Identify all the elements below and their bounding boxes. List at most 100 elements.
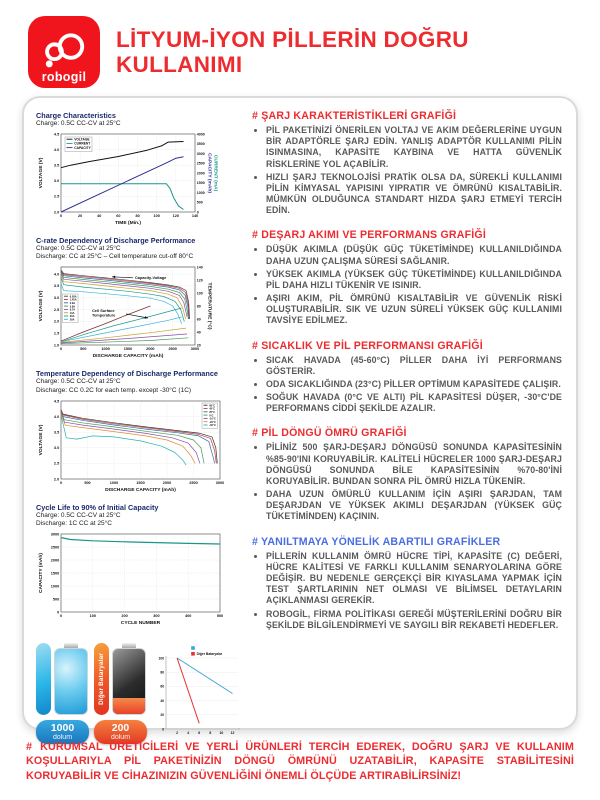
svg-text:TEMPERATURE (°C): TEMPERATURE (°C) [207, 283, 213, 330]
battery-comparison-graphic: 1000 dolum Diğer Bataryalar 200 dolum [36, 642, 242, 745]
temperature-discharge-chart: Temperature Dependency of Discharge Perf… [36, 369, 242, 499]
chart-series [60, 273, 188, 318]
chart-series [61, 183, 184, 211]
svg-text:VOLTAGE: VOLTAGE [74, 138, 90, 142]
svg-text:4.0: 4.0 [54, 415, 59, 419]
logo-text: robogil [41, 69, 87, 84]
svg-text:2000: 2000 [163, 480, 171, 484]
section-heading: # DEŞARJ AKIMI VE PERFORMANS GRAFİĞİ [252, 229, 487, 242]
chart-series [60, 334, 188, 344]
svg-text:500: 500 [53, 597, 59, 601]
chart-series [60, 536, 221, 545]
chart-series [60, 413, 196, 464]
chart-series [60, 275, 186, 320]
other-cycles-badge: 200 dolum [94, 719, 147, 745]
svg-text:CAPACITY: CAPACITY [74, 146, 91, 150]
svg-text:140: 140 [197, 266, 203, 270]
svg-text:80: 80 [197, 305, 201, 309]
other-cycle-count: 200 [111, 721, 130, 734]
svg-text:1000: 1000 [197, 191, 205, 195]
svg-text:200: 200 [121, 614, 127, 618]
chart-series [60, 414, 187, 465]
chart-series [60, 412, 201, 464]
info-section-2: # DEŞARJ AKIMI VE PERFORMANS GRAFİĞİ DÜŞÜ… [252, 229, 562, 326]
chart-series [60, 271, 190, 320]
svg-text:20A: 20A [70, 315, 75, 319]
svg-text:4.5: 4.5 [54, 132, 59, 136]
svg-text:3.5: 3.5 [54, 430, 59, 434]
svg-text:Temperature: Temperature [92, 313, 116, 318]
footer-note: # KURUMSAL ÜRETİCİLERİ VE YERLİ ÜRÜNLERİ … [26, 740, 574, 783]
robogil-cycle-count: 1000 [50, 721, 75, 734]
chart-series [176, 657, 233, 694]
svg-text:6: 6 [198, 731, 200, 735]
svg-text:3.5: 3.5 [54, 285, 59, 289]
info-section-3: # SICAKLIK VE PİL PERFORMANSI GRAFİĞİ SIC… [252, 340, 562, 415]
svg-text:0°C: 0°C [209, 413, 213, 417]
svg-text:40: 40 [197, 331, 201, 335]
svg-text:60°C: 60°C [209, 403, 215, 407]
robogil-logo: robogil [28, 16, 100, 88]
other-battery-icon [112, 642, 146, 715]
svg-text:20: 20 [78, 214, 82, 218]
svg-text:1.5: 1.5 [54, 332, 59, 336]
chart-series [60, 409, 218, 464]
svg-text:0: 0 [60, 614, 62, 618]
other-battery-pill: Diğer Bataryalar [94, 642, 109, 715]
chart-series [176, 657, 200, 724]
chart-subtitle: Charge: 0.5C CC-CV at 25°C [36, 245, 121, 253]
robogil-battery-icon [54, 642, 88, 715]
svg-text:300: 300 [153, 614, 159, 618]
chart-series [60, 141, 184, 169]
svg-text:0: 0 [60, 347, 62, 351]
bullet-item: HIZLI ŞARJ TEKNOLOJİSİ PRATİK OLSA DA, S… [266, 172, 562, 217]
svg-text:4.0: 4.0 [54, 148, 59, 152]
bullet-item: DÜŞÜK AKIMLA (DÜŞÜK GÜÇ TÜKETİMİNDE) KUL… [266, 244, 562, 266]
svg-text:40: 40 [160, 699, 164, 703]
cycle-life-chart: Cycle Life to 90% of Initial Capacity Cha… [36, 503, 242, 633]
chart-canvas: 2 4 6 8 10 12 0 20 40 60 80 100 Diğer Bataryalar [159, 646, 240, 735]
other-battery-group: Diğer Bataryalar 200 dolum [94, 642, 147, 745]
svg-text:2.0: 2.0 [54, 477, 59, 481]
page-title-line2: KULLANIMI [116, 52, 243, 77]
svg-text:400: 400 [185, 614, 191, 618]
svg-text:100: 100 [154, 214, 160, 218]
robogil-cycle-unit: dolum [52, 733, 73, 741]
info-sections: # ŞARJ KARAKTERİSTİKLERİ GRAFİĞİ PİL PAKE… [252, 108, 564, 720]
svg-text:Capacity-Voltage: Capacity-Voltage [135, 275, 167, 280]
battery-low-fill [113, 697, 145, 714]
charge-characteristics-chart: Charge Characteristics Charge: 0.5C CC-CV… [36, 111, 242, 233]
svg-text:8.7A: 8.7A [70, 308, 76, 312]
chart-legend: Diğer Bataryalar [191, 646, 223, 656]
bullet-list: PİL PAKETİNİZİ ÖNERİLEN VOLTAJ VE AKIM D… [252, 125, 562, 216]
bullet-list: DÜŞÜK AKIMLA (DÜŞÜK GÜÇ TÜKETİMİNDE) KUL… [252, 244, 562, 326]
svg-text:29A: 29A [70, 318, 75, 322]
svg-text:45°C: 45°C [209, 406, 215, 410]
svg-text:4.0: 4.0 [54, 273, 59, 277]
svg-text:1000: 1000 [110, 480, 118, 484]
bullet-item: DAHA UZUN ÖMÜRLÜ KULLANIM İÇİN AŞIRI ŞAR… [266, 489, 562, 523]
svg-text:120: 120 [197, 279, 203, 283]
chart-canvas: 0 20 40 60 80 100 120 140 2.0 2.5 3.0 3.5 4.0 4.5 0 500… [38, 132, 219, 226]
svg-text:0.58A: 0.58A [70, 295, 77, 299]
chart-title: Temperature Dependency of Discharge Perf… [36, 369, 218, 379]
svg-text:100: 100 [90, 614, 96, 618]
svg-text:3000: 3000 [197, 152, 205, 156]
svg-text:2500: 2500 [197, 162, 205, 166]
chart-title: Cycle Life to 90% of Initial Capacity [36, 502, 159, 512]
svg-text:3500: 3500 [197, 142, 205, 146]
svg-text:-20°C: -20°C [209, 420, 216, 424]
svg-text:13A: 13A [70, 311, 75, 315]
chart-series [60, 156, 184, 213]
footer-marker: # [26, 741, 33, 753]
chart-series [60, 270, 190, 320]
svg-text:2.0: 2.0 [54, 210, 59, 214]
svg-text:4.5: 4.5 [54, 399, 59, 403]
chart-legend: 60°C45°C25°C0°C-10°C-20°C-30°C [201, 402, 218, 429]
chart-series [60, 269, 190, 320]
charts-column: Charge Characteristics Charge: 0.5C CC-CV… [36, 108, 242, 745]
svg-text:2500: 2500 [168, 347, 176, 351]
robogil-battery-pill [36, 642, 51, 715]
chart-series [60, 306, 151, 342]
svg-text:VOLTAGE (V): VOLTAGE (V) [38, 424, 44, 455]
